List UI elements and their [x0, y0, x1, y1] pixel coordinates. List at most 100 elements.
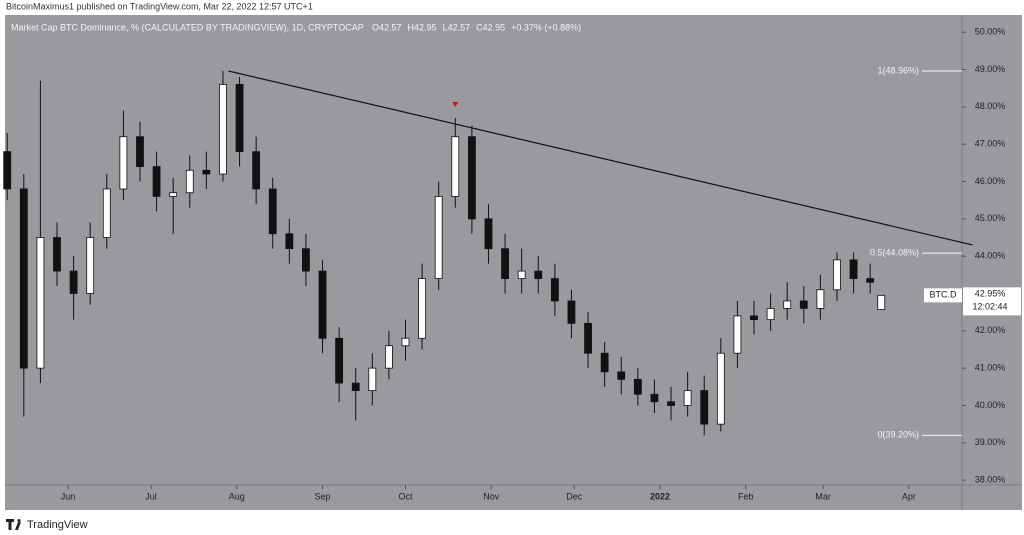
symbol-tag-box: [924, 288, 962, 303]
footer-logo: [6, 519, 21, 530]
candle-body: [152, 166, 161, 197]
y-tick-label: 39.00%: [975, 437, 1006, 447]
candle-body: [467, 136, 476, 220]
candle-body: [318, 270, 327, 339]
chart-title: Market Cap BTC Dominance, % (CALCULATED …: [11, 22, 364, 32]
ohlc-value: C42.95: [476, 22, 505, 32]
ohlc-value: O42.57: [372, 22, 402, 32]
candle-body: [866, 278, 875, 283]
ohlc-value: L42.57: [443, 22, 471, 32]
chart-panel: [5, 15, 1022, 510]
candle-body: [451, 136, 460, 197]
candle-body: [434, 196, 443, 279]
last-price-box: [963, 287, 1021, 316]
candle-body: [368, 367, 377, 391]
candle-body: [351, 382, 360, 391]
x-tick-label: 2022: [650, 491, 670, 501]
candle-body: [102, 188, 111, 238]
x-tick-label: Mar: [815, 491, 831, 501]
x-tick-label: Dec: [566, 491, 583, 501]
candle-body: [185, 169, 194, 194]
y-tick-label: 40.00%: [975, 400, 1006, 410]
ohlc-value: +0.37% (+0.88%): [511, 22, 581, 32]
candle-body: [584, 322, 592, 354]
x-tick-label: Sep: [315, 491, 331, 501]
candle-body: [700, 390, 709, 425]
y-tick-label: 50.00%: [975, 27, 1006, 37]
candle-body: [833, 259, 841, 291]
candle-body: [285, 233, 294, 250]
y-tick-label: 47.00%: [975, 139, 1006, 149]
trendline: [228, 70, 973, 246]
y-tick-label: 42.00%: [975, 325, 1006, 335]
candle-body: [252, 151, 261, 190]
candle-body: [385, 345, 393, 369]
fib-label: 0.5(44.08%): [870, 248, 919, 258]
candle-body: [783, 300, 792, 309]
candle-body: [53, 237, 61, 272]
candle-body: [3, 151, 12, 190]
y-tick-label: 38.00%: [975, 475, 1006, 485]
candle-body: [484, 218, 493, 250]
candle-body: [335, 337, 344, 384]
x-tick-label: Jul: [145, 491, 157, 501]
candle-body: [633, 378, 642, 395]
y-tick-label: 41.00%: [975, 363, 1006, 373]
x-tick-label: Nov: [483, 491, 500, 501]
candle-body: [36, 237, 45, 369]
candle-body: [799, 300, 808, 309]
y-tick-label: 44.00%: [975, 251, 1006, 261]
candle-body: [650, 393, 659, 403]
candle-body: [849, 259, 858, 279]
x-tick-label: Oct: [398, 491, 413, 501]
y-tick-label: 49.00%: [975, 64, 1006, 74]
candle-body: [401, 337, 410, 347]
candle-body: [136, 136, 144, 167]
candle-body: [119, 136, 128, 190]
footer-brand: TradingView: [27, 519, 88, 531]
candle-body: [617, 371, 626, 380]
candle-body: [733, 315, 742, 354]
candle-body: [600, 352, 609, 373]
x-tick-label: Jun: [61, 491, 76, 501]
candle-body: [418, 278, 426, 339]
candle-body: [683, 390, 692, 406]
fib-label: 0(39.20%): [877, 430, 919, 440]
candle-body: [667, 401, 675, 406]
attribution: BitcoinMaximus1 published on TradingView…: [6, 1, 313, 11]
candle-body: [517, 270, 526, 279]
candle-body: [567, 300, 576, 324]
candle-body: [877, 294, 886, 310]
candle-body: [534, 270, 543, 279]
countdown: 12:02:44: [972, 302, 1007, 312]
candle-body: [716, 352, 725, 425]
candle-body: [69, 270, 78, 294]
signal-marker: [452, 101, 459, 107]
candle-body: [550, 278, 559, 302]
y-tick-label: 45.00%: [975, 213, 1006, 223]
last-price-label: 42.95%: [975, 289, 1006, 299]
candle-body: [219, 84, 227, 175]
plot: 1(48.96%) 0.5(44.08%) 0(39.20%): [3, 65, 973, 440]
symbol-tag: BTC.D: [930, 290, 958, 300]
candle-body: [501, 248, 509, 279]
y-tick-label: 48.00%: [975, 101, 1006, 111]
x-tick-label: Feb: [738, 491, 754, 501]
x-tick-label: Aug: [229, 491, 245, 501]
candle-body: [235, 84, 244, 153]
candle-body: [19, 188, 28, 369]
fib-label: 1(48.96%): [877, 65, 919, 75]
y-tick-label: 46.00%: [975, 176, 1006, 186]
candle-body: [86, 237, 95, 294]
candle-body: [816, 289, 825, 309]
candle-body: [766, 308, 775, 321]
candle-body: [302, 248, 310, 272]
x-tick-label: Apr: [902, 491, 916, 501]
ohlc-legend: O42.57 H42.95 L42.57 C42.95 +0.37% (+0.88%): [372, 22, 581, 32]
candle-body: [750, 315, 758, 321]
candle-body: [202, 169, 211, 175]
candle-body: [268, 188, 277, 235]
ohlc-value: H42.95: [408, 22, 437, 32]
candle-body: [169, 192, 178, 197]
